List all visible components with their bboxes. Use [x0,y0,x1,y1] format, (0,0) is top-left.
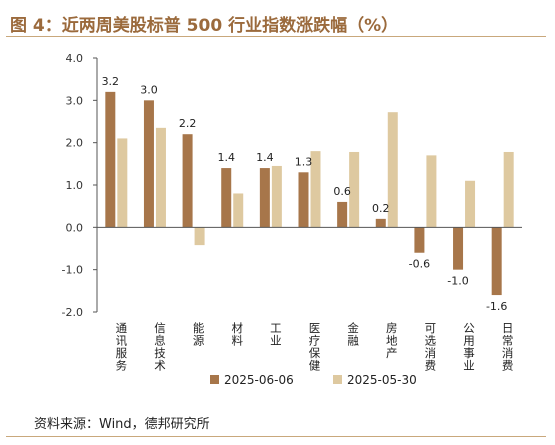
category-label: 材料 [230,321,244,347]
chart-title: 图 4：近两周美股标普 500 行业指数涨跌幅（%） [10,16,399,36]
bar-2025-06-06 [182,134,193,228]
data-label: 2.2 [179,117,197,130]
legend-label-2025-05-30: 2025-05-30 [347,373,417,387]
category-label: 信息技术 [153,322,167,372]
bar-2025-06-06 [491,227,502,296]
category-label: 通讯服务 [114,322,128,372]
y-tick-label: -2.0 [62,306,83,319]
bar-2025-06-06 [221,168,232,228]
legend-swatch-2025-06-06 [210,375,219,384]
category-label: 医疗保健 [308,322,322,372]
data-label: 3.2 [102,75,120,88]
bar-2025-06-06 [414,227,425,253]
y-tick-label: 1.0 [66,179,84,192]
bar-2025-05-30 [503,151,514,228]
bar-2025-05-30 [155,127,166,228]
legend-swatch-2025-05-30 [333,375,342,384]
y-tick-label: 0.0 [66,221,84,234]
data-label: 0.2 [372,202,390,215]
bottom-rule [6,436,546,437]
data-label: 3.0 [140,83,158,96]
title-bar: 图 4：近两周美股标普 500 行业指数涨跌幅（%） [6,6,546,37]
bar-2025-05-30 [271,165,282,228]
bar-2025-05-30 [349,151,360,228]
bar-2025-05-30 [117,138,128,228]
category-label: 房地产 [385,322,399,360]
category-label: 日常消费 [501,322,515,372]
bar-2025-06-06 [453,227,464,270]
bar-2025-06-06 [143,100,154,228]
source-note: 资料来源：Wind，德邦研究所 [34,417,210,432]
data-label: -1.6 [486,300,507,313]
bar-2025-05-30 [233,193,244,228]
data-label: 1.3 [295,155,313,168]
category-label: 工业 [269,322,283,347]
data-label: -1.0 [447,275,468,288]
category-label: 公用事业 [462,322,476,372]
category-label: 可选消费 [423,322,437,372]
bar-2025-06-06 [375,218,386,228]
bar-2025-06-06 [298,172,309,228]
bar-2025-05-30 [426,155,437,228]
y-tick-label: 2.0 [66,137,84,150]
y-tick-label: -1.0 [62,264,83,277]
bar-2025-05-30 [465,180,476,228]
bar-2025-05-30 [310,151,321,228]
y-tick-label: 4.0 [66,52,84,65]
legend-label-2025-06-06: 2025-06-06 [224,373,294,387]
bar-2025-06-06 [259,168,270,228]
category-label: 金融 [346,321,360,347]
category-label: 能源 [192,321,206,347]
data-label: 1.4 [217,151,235,164]
data-label: 0.6 [333,185,351,198]
bar-2025-06-06 [337,201,348,228]
y-tick-label: 3.0 [66,94,84,107]
data-label: 1.4 [256,151,274,164]
bar-2025-06-06 [105,91,116,228]
bar-2025-05-30 [387,112,398,228]
bar-2025-05-30 [194,227,205,246]
data-label: -0.6 [409,258,430,271]
